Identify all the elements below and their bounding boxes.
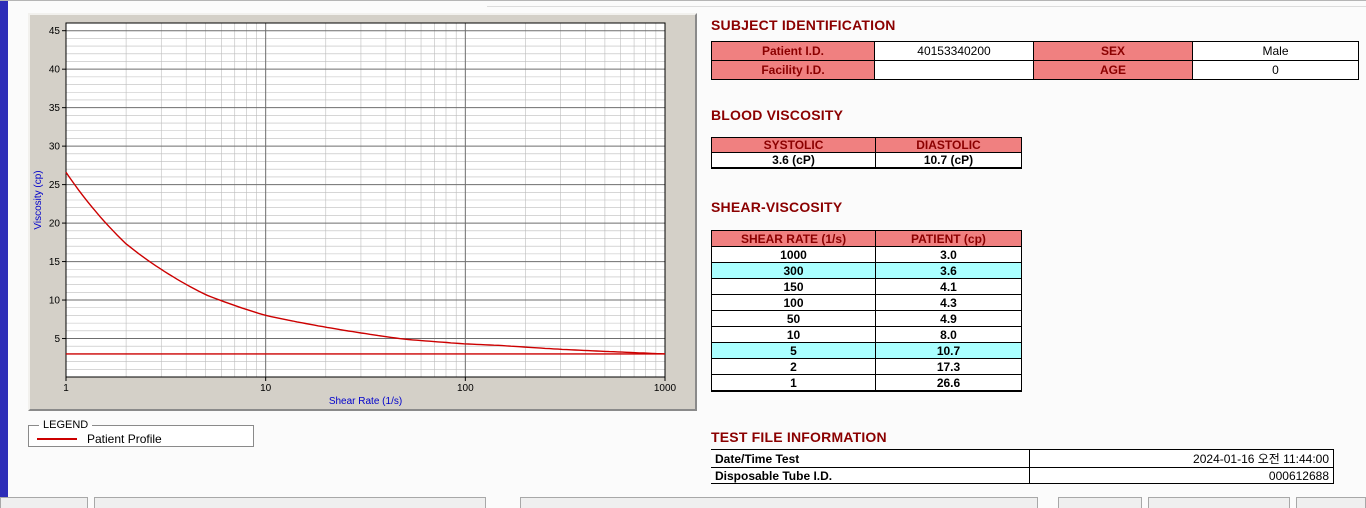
svg-text:5: 5 — [54, 334, 60, 345]
shear-viscosity-heading: SHEAR-VISCOSITY — [711, 199, 843, 215]
shear-rate-cell: 1 — [711, 374, 876, 392]
results-panel: SUBJECT IDENTIFICATION Patient I.D. 4015… — [711, 1, 1359, 508]
patient-viscosity-cell: 10.7 — [875, 342, 1022, 359]
patient-viscosity-cell: 3.6 — [875, 262, 1022, 279]
shear-rate-cell: 100 — [711, 294, 876, 311]
shear-data-row: 2 17.3 — [711, 358, 1022, 375]
svg-text:25: 25 — [49, 180, 61, 191]
patient-viscosity-cell: 8.0 — [875, 326, 1022, 343]
legend-line-sample — [37, 438, 77, 440]
bottom-toolbar-button-partial[interactable] — [94, 497, 486, 508]
bottom-toolbar-button-partial[interactable] — [1058, 497, 1142, 508]
testfile-field-value: 000612688 — [1029, 467, 1334, 484]
testfile-field-value: 2024-01-16 오전 11:44:00 — [1029, 449, 1334, 468]
shear-data-row: 1000 3.0 — [711, 246, 1022, 263]
svg-text:1: 1 — [63, 383, 69, 394]
shear-data-row: 10 8.0 — [711, 326, 1022, 343]
blood-column-header: SYSTOLIC — [711, 137, 876, 153]
bottom-toolbar-button-partial[interactable] — [520, 497, 1038, 508]
shear-rate-cell: 5 — [711, 342, 876, 359]
testfile-row: Date/Time Test 2024-01-16 오전 11:44:00 — [711, 449, 1334, 468]
legend-entry: Patient Profile — [37, 431, 245, 447]
svg-text:40: 40 — [49, 65, 61, 76]
subject-field-label: AGE — [1033, 60, 1193, 80]
shear-rate-cell: 300 — [711, 262, 876, 279]
subject-field-value — [874, 60, 1034, 80]
patient-viscosity-cell: 4.9 — [875, 310, 1022, 327]
subject-identification-table: Patient I.D. 40153340200 SEX Male Facili… — [711, 41, 1359, 80]
svg-text:20: 20 — [49, 219, 61, 230]
test-file-information-heading: TEST FILE INFORMATION — [711, 429, 887, 445]
subject-field-label: Patient I.D. — [711, 41, 875, 61]
subject-field-label: Facility I.D. — [711, 60, 875, 80]
shear-data-row: 50 4.9 — [711, 310, 1022, 327]
test-file-information-table: Date/Time Test 2024-01-16 오전 11:44:00 Di… — [711, 449, 1334, 484]
shear-column-header: PATIENT (cp) — [875, 230, 1022, 247]
legend-box: LEGEND Patient Profile — [28, 419, 254, 447]
patient-viscosity-cell: 17.3 — [875, 358, 1022, 375]
blood-viscosity-heading: BLOOD VISCOSITY — [711, 107, 844, 123]
shear-data-row: 150 4.1 — [711, 278, 1022, 295]
shear-column-header: SHEAR RATE (1/s) — [711, 230, 876, 247]
svg-text:45: 45 — [49, 26, 61, 37]
subject-field-value: 40153340200 — [874, 41, 1034, 61]
top-divider — [487, 6, 1366, 7]
shear-rate-cell: 10 — [711, 326, 876, 343]
subject-field-value: Male — [1192, 41, 1359, 61]
svg-text:1000: 1000 — [654, 383, 677, 394]
shear-rate-cell: 50 — [711, 310, 876, 327]
bottom-toolbar-button-partial[interactable] — [1148, 497, 1290, 508]
blood-value: 3.6 (cP) — [711, 152, 876, 169]
blood-value: 10.7 (cP) — [875, 152, 1022, 169]
legend-entry-label: Patient Profile — [87, 432, 162, 446]
left-accent-bar — [0, 1, 8, 508]
svg-text:30: 30 — [49, 142, 61, 153]
shear-rate-cell: 1000 — [711, 246, 876, 263]
patient-viscosity-cell: 3.0 — [875, 246, 1022, 263]
bottom-toolbar-button-partial[interactable] — [1296, 497, 1366, 508]
shear-data-row: 1 26.6 — [711, 374, 1022, 392]
svg-text:100: 100 — [457, 383, 474, 394]
svg-text:15: 15 — [49, 257, 61, 268]
subject-row: Patient I.D. 40153340200 SEX Male — [711, 41, 1359, 61]
blood-value-row: 3.6 (cP) 10.7 (cP) — [711, 152, 1022, 169]
shear-header-row: SHEAR RATE (1/s) PATIENT (cp) — [711, 230, 1022, 247]
subject-identification-heading: SUBJECT IDENTIFICATION — [711, 17, 896, 33]
testfile-field-label: Date/Time Test — [711, 449, 1030, 468]
shear-viscosity-chart: 5 10 15 20 25 30 35 40 45 1 10 100 1000 Viscosity (cp… — [30, 15, 695, 409]
bottom-toolbar-button-partial[interactable] — [0, 497, 88, 508]
patient-viscosity-cell: 26.6 — [875, 374, 1022, 392]
svg-text:35: 35 — [49, 103, 61, 114]
shear-viscosity-table: SHEAR RATE (1/s) PATIENT (cp) 1000 3.0 30… — [711, 230, 1022, 392]
svg-text:10: 10 — [260, 383, 272, 394]
shear-data-row: 300 3.6 — [711, 262, 1022, 279]
shear-rate-cell: 2 — [711, 358, 876, 375]
shear-rate-cell: 150 — [711, 278, 876, 295]
testfile-field-label: Disposable Tube I.D. — [711, 467, 1030, 484]
blood-viscosity-table: SYSTOLIC DIASTOLIC 3.6 (cP) 10.7 (cP) — [711, 137, 1022, 169]
svg-text:10: 10 — [49, 296, 61, 307]
svg-text:Viscosity (cp): Viscosity (cp) — [33, 170, 44, 229]
legend-title: LEGEND — [43, 419, 89, 431]
subject-field-value: 0 — [1192, 60, 1359, 80]
blood-column-header: DIASTOLIC — [875, 137, 1022, 153]
svg-text:Shear Rate (1/s): Shear Rate (1/s) — [329, 396, 402, 407]
shear-data-row: 5 10.7 — [711, 342, 1022, 359]
subject-field-label: SEX — [1033, 41, 1193, 61]
blood-header-row: SYSTOLIC DIASTOLIC — [711, 137, 1022, 153]
testfile-row: Disposable Tube I.D. 000612688 — [711, 467, 1334, 484]
patient-viscosity-cell: 4.1 — [875, 278, 1022, 295]
viscosity-chart-panel: 5 10 15 20 25 30 35 40 45 1 10 100 1000 Viscosity (cp… — [28, 13, 697, 411]
shear-data-row: 100 4.3 — [711, 294, 1022, 311]
subject-row: Facility I.D. AGE 0 — [711, 60, 1359, 80]
patient-viscosity-cell: 4.3 — [875, 294, 1022, 311]
